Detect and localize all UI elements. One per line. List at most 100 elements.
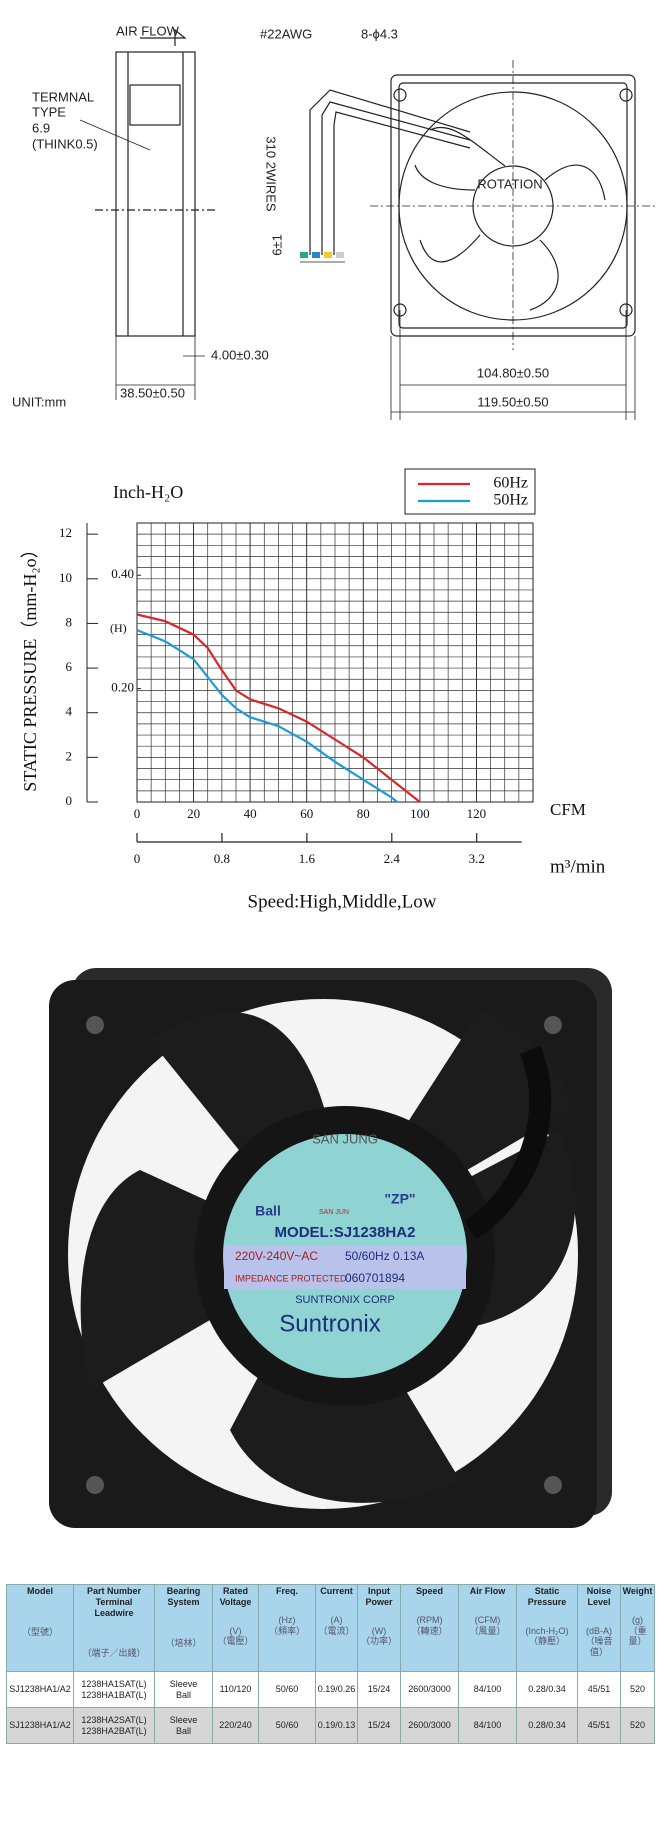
header-cell: Bearing System （培林） [154,1584,213,1672]
header-zh: （風量） [469,1625,506,1636]
label: (THINK0.5) [32,136,98,151]
label: 119.50±0.50 [477,394,548,409]
header-zh: （端子／出綫） [82,1648,146,1659]
header-title: Rated Voltage [219,1586,252,1607]
header-unit: (g) [632,1614,643,1625]
table-cell: SJ1238HA1/A2 [6,1671,74,1708]
x-tick-label: 0 [134,806,141,821]
spec-table: Model （型號） Part Number Terminal Leadwire （端… [6,1584,655,1744]
header-zh: （静壓） [528,1636,565,1647]
wire-end [336,252,344,258]
table-cell: 84/100 [458,1671,517,1708]
table-cell: 50/60 [258,1707,316,1744]
drawing [79,28,655,420]
photo-text: 220V-240V~AC [235,1249,318,1263]
hole [619,88,633,102]
wire-end [300,252,308,258]
header-title: Input Power [365,1586,393,1607]
label: 38.50±0.50 [120,385,185,400]
hole [86,1476,104,1494]
table-cell: 110/120 [212,1671,259,1708]
header-cell: Input Power (W) （功率） [357,1584,401,1672]
side-view [115,51,196,337]
label: 104.80±0.50 [477,365,549,380]
y-axis-title: STATIC PRESSURE（mm-H₂o） [20,540,40,791]
series-line [136,613,421,803]
header-cell: Model （型號） [6,1584,74,1672]
x-axis-title: CFM [550,800,586,819]
table-body: SJ1238HA1/A2 1238HA1SAT(L) 1238HA1BAT(L) Sl… [6,1671,655,1744]
label-band [224,1245,466,1289]
header-cell: Speed (RPM) （轉速） [400,1584,459,1672]
header-title: Model [27,1586,53,1596]
header-zh: （重量） [628,1625,647,1647]
y-tick-label: 6 [66,659,73,674]
wire-end [312,252,320,258]
x-tick-label: 100 [410,806,430,821]
x2-tick-label: 0 [134,851,141,866]
series-line [136,629,398,803]
table-cell: 220/240 [212,1707,259,1744]
x2-tick-label: 2.4 [384,851,401,866]
x2-tick-label: 3.2 [469,851,485,866]
y-tick-label: 4 [66,704,73,719]
y2-tick-label: 0.40 [111,566,134,581]
header-title: Air Flow [469,1586,506,1596]
table-cell: 2600/3000 [400,1707,459,1744]
y-tick-label: 12 [59,525,72,540]
photo-text: SUNTRONIX CORP [295,1294,395,1306]
table-cell: 45/51 [577,1707,621,1744]
header-title: Weight [622,1586,653,1596]
table-cell: 45/51 [577,1671,621,1708]
header-unit: (Hz) [278,1614,296,1625]
y-tick-label: 2 [66,748,73,763]
leader [79,119,151,151]
header-zh: （型號） [21,1626,58,1637]
arrow [140,28,187,46]
header-zh: （培林） [165,1637,202,1648]
header-unit: (Inch-H₂O) [525,1625,569,1636]
table-cell: Sleeve Ball [154,1707,213,1744]
table-row: SJ1238HA1/A2 1238HA2SAT(L) 1238HA2BAT(L) Sl… [6,1707,655,1744]
cell-line: 1238HA2SAT(L) [81,1714,147,1725]
cell-line: Ball [175,1725,191,1736]
y-tick-label: 8 [66,614,73,629]
x2-tick-label: 1.6 [299,851,316,866]
header-cell: Freq. (Hz) （頻率） [258,1584,316,1672]
header-zh: （噪音值） [585,1636,613,1658]
header-unit: (RPM) [416,1614,443,1625]
terminal [129,84,181,126]
table-cell: 0.28/0.34 [516,1707,578,1744]
photo-text: Suntronix [279,1310,380,1337]
header-title: Part Number Terminal Leadwire [86,1586,141,1618]
photo-text: 50/60Hz 0.13A [345,1249,424,1263]
header-zh: （電壓） [217,1636,254,1647]
header-unit: (V) [229,1625,242,1636]
cell-line: Ball [175,1689,191,1700]
table-cell: 50/60 [258,1671,316,1708]
header-title: Current [320,1586,353,1596]
label: 4.00±0.30 [211,347,269,362]
legend-label: 50Hz [493,492,528,509]
header-cell: Current (A) （電流） [315,1584,358,1672]
header-unit: (W) [371,1625,387,1636]
table-cell: Sleeve Ball [154,1671,213,1708]
table-cell: 0.28/0.34 [516,1671,578,1708]
header-title: Speed [415,1586,443,1596]
header-zh: （電流） [318,1625,355,1636]
photo-text: 060701894 [345,1271,405,1285]
header-unit: (CFM) [474,1614,501,1625]
y2-tick-label: 0.20 [111,680,134,695]
header-zh: （功率） [360,1636,397,1647]
chart: 0 20 40 60 80 100 120 0 2 4 6 8 10 12 0.20 0.40 0 0.8 1.6 2… [59,468,536,866]
hole [393,88,407,102]
cell-line: 1238HA2BAT(L) [81,1725,147,1736]
wires [463,1045,552,1240]
header-cell: Weight (g) （重量） [620,1584,655,1672]
table-cell: 520 [620,1707,655,1744]
legend-label: 60Hz [493,475,528,492]
table-cell: 15/24 [357,1671,401,1708]
label: TERMNAL [32,89,94,104]
x-tick-label: 80 [357,806,370,821]
x2-tick-label: 0.8 [214,851,230,866]
